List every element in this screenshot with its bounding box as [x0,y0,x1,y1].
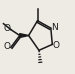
Text: O: O [3,24,10,33]
Text: O: O [53,41,60,50]
Text: O: O [3,42,10,51]
Text: N: N [52,23,58,32]
Polygon shape [20,34,29,37]
